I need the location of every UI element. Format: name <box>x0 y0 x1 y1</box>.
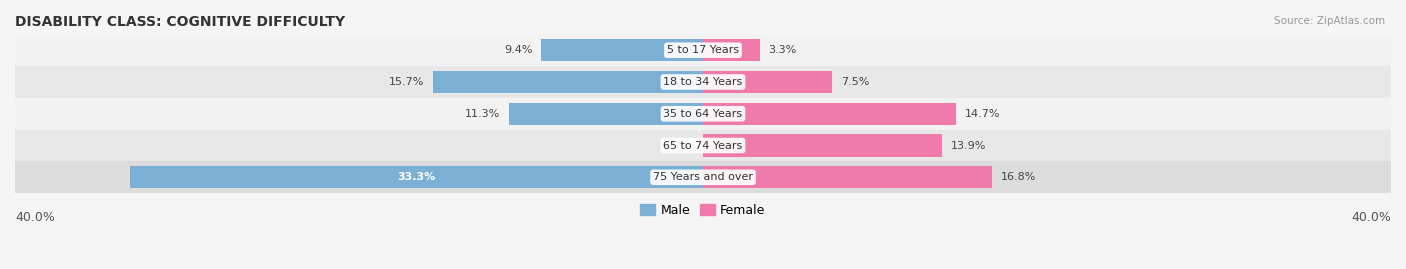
Text: 16.8%: 16.8% <box>1001 172 1036 182</box>
Text: 15.7%: 15.7% <box>389 77 425 87</box>
Text: 75 Years and over: 75 Years and over <box>652 172 754 182</box>
Text: 18 to 34 Years: 18 to 34 Years <box>664 77 742 87</box>
Bar <box>703 39 759 61</box>
Bar <box>433 71 703 93</box>
Text: 65 to 74 Years: 65 to 74 Years <box>664 140 742 151</box>
Bar <box>509 103 703 125</box>
Text: 11.3%: 11.3% <box>465 109 501 119</box>
Bar <box>703 134 942 157</box>
Text: 3.3%: 3.3% <box>768 45 797 55</box>
Text: Source: ZipAtlas.com: Source: ZipAtlas.com <box>1274 16 1385 26</box>
Bar <box>15 66 1391 98</box>
Text: 9.4%: 9.4% <box>505 45 533 55</box>
Bar <box>703 71 832 93</box>
Bar <box>703 103 956 125</box>
Text: DISABILITY CLASS: COGNITIVE DIFFICULTY: DISABILITY CLASS: COGNITIVE DIFFICULTY <box>15 15 344 29</box>
Text: 35 to 64 Years: 35 to 64 Years <box>664 109 742 119</box>
Bar <box>703 166 993 188</box>
Text: 40.0%: 40.0% <box>15 211 55 224</box>
Text: 0.0%: 0.0% <box>661 140 689 151</box>
Bar <box>15 98 1391 130</box>
Legend: Male, Female: Male, Female <box>636 199 770 222</box>
Bar <box>131 166 703 188</box>
Text: 33.3%: 33.3% <box>398 172 436 182</box>
Text: 40.0%: 40.0% <box>1351 211 1391 224</box>
Bar <box>541 39 703 61</box>
Bar <box>15 34 1391 66</box>
Text: 13.9%: 13.9% <box>950 140 986 151</box>
Text: 5 to 17 Years: 5 to 17 Years <box>666 45 740 55</box>
Text: 7.5%: 7.5% <box>841 77 869 87</box>
Bar <box>15 130 1391 161</box>
Bar <box>15 161 1391 193</box>
Text: 14.7%: 14.7% <box>965 109 1000 119</box>
